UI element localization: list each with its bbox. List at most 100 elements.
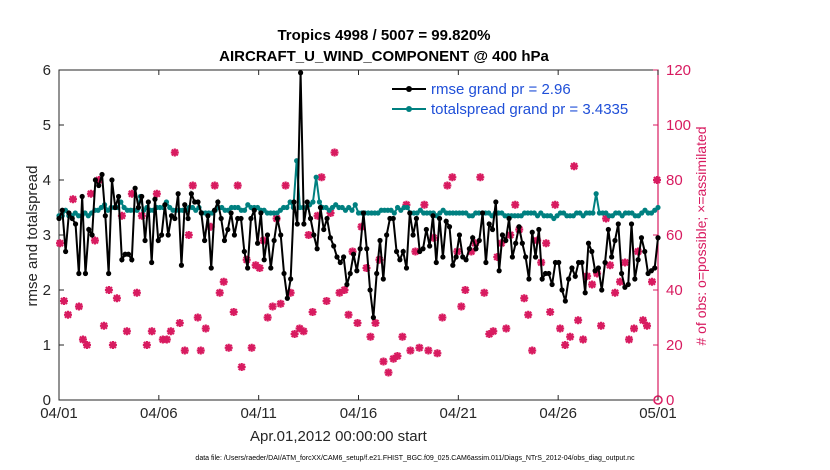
rmse-point [403,265,410,271]
obs-count-point [520,294,529,303]
obs-count-point [99,321,108,330]
rmse-point [642,248,648,255]
rmse-point [162,202,168,208]
rmse-point [599,287,605,293]
obs-count-point [597,321,606,330]
rmse-point [115,193,122,200]
obs-count-point [215,288,224,297]
rmse-point [559,287,565,293]
legend-spread-marker [406,106,412,112]
rmse-point [172,215,178,222]
rmse-point [350,251,357,257]
rmse-point [347,270,353,277]
rmse-point [281,270,287,277]
obs-count-point [299,327,308,336]
obs-count-point [420,200,429,209]
rmse-point [354,268,360,274]
rmse-point [602,259,608,266]
rmse-point [314,246,320,252]
rmse-point [59,207,65,213]
rmse-point [632,276,638,282]
obs-count-point [353,319,362,327]
x-tick-label: 05/01 [639,405,677,422]
rmse-point [129,257,135,263]
rmse-point [218,215,224,222]
obs-count-point [606,261,615,270]
rmse-point [470,235,476,241]
rmse-point [370,314,376,321]
x-tick-label: 04/01 [40,405,78,422]
obs-count-point [480,288,489,297]
rmse-point [155,237,161,244]
rmse-point [102,213,108,219]
rmse-point [638,235,645,241]
rmse-point [556,259,562,266]
rmse-point [546,270,552,277]
left-axis-label: rmse and totalspread [24,166,41,307]
rmse-point [579,259,585,266]
obs-count-point [579,335,588,344]
rmse-point [652,265,658,271]
obs-count-point [104,286,113,294]
rmse-point [595,265,602,271]
rmse-point [539,276,545,282]
rmse-point [572,273,578,279]
rmse-point [618,270,625,277]
obs-count-point [611,288,620,297]
obs-count-point [524,310,533,319]
rmse-point [390,215,396,222]
rmse-point [585,240,592,246]
obs-count-point [398,332,407,341]
totalspread-point [313,174,319,180]
obs-count-point [561,341,570,349]
obs-count-point [630,324,639,333]
totalspread-point [316,199,323,205]
rmse-point [529,229,535,235]
obs-count-point [574,316,583,325]
right-tick-label: 20 [666,337,683,354]
obs-count-point [322,297,331,305]
obs-count-point [502,324,511,333]
left-tick-label: 6 [43,62,51,79]
totalspread-point [241,207,248,213]
obs-count-point [621,258,630,267]
rmse-point [66,210,72,216]
obs-count-point [542,239,551,248]
rmse-point [450,262,456,268]
rmse-point [655,235,661,241]
obs-zero-marker [653,395,663,405]
rmse-point [311,232,317,238]
rmse-point [321,226,327,233]
x-tick-label: 04/16 [340,405,378,422]
rmse-point [185,215,191,222]
totalspread-point [349,207,355,213]
obs-count-point [461,286,470,294]
rmse-point [334,254,340,260]
x-axis-label: Apr.01,2012 00:00:00 start [250,428,428,445]
rmse-point [526,276,532,282]
obs-count-point [132,288,141,297]
rmse-point [486,221,492,227]
rmse-point [615,221,621,227]
obs-count-point [276,299,285,308]
rmse-point [241,248,247,255]
totalspread-point [590,210,596,216]
rmse-point [420,246,426,252]
rmse-point [341,254,347,260]
totalspread-point [404,204,410,211]
rmse-point [377,237,383,244]
obs-count-point [443,181,452,190]
rmse-point [513,240,519,246]
rmse-point [446,224,453,230]
rmse-point [112,204,118,211]
obs-count-point [229,308,238,316]
obs-count-point [108,341,117,349]
rmse-point [248,215,254,222]
obs-count-point [379,357,388,366]
rmse-point [291,199,297,205]
obs-count-point [255,264,264,272]
obs-count-point [166,327,175,336]
rmse-point [238,215,244,222]
obs-count-point [639,316,648,325]
